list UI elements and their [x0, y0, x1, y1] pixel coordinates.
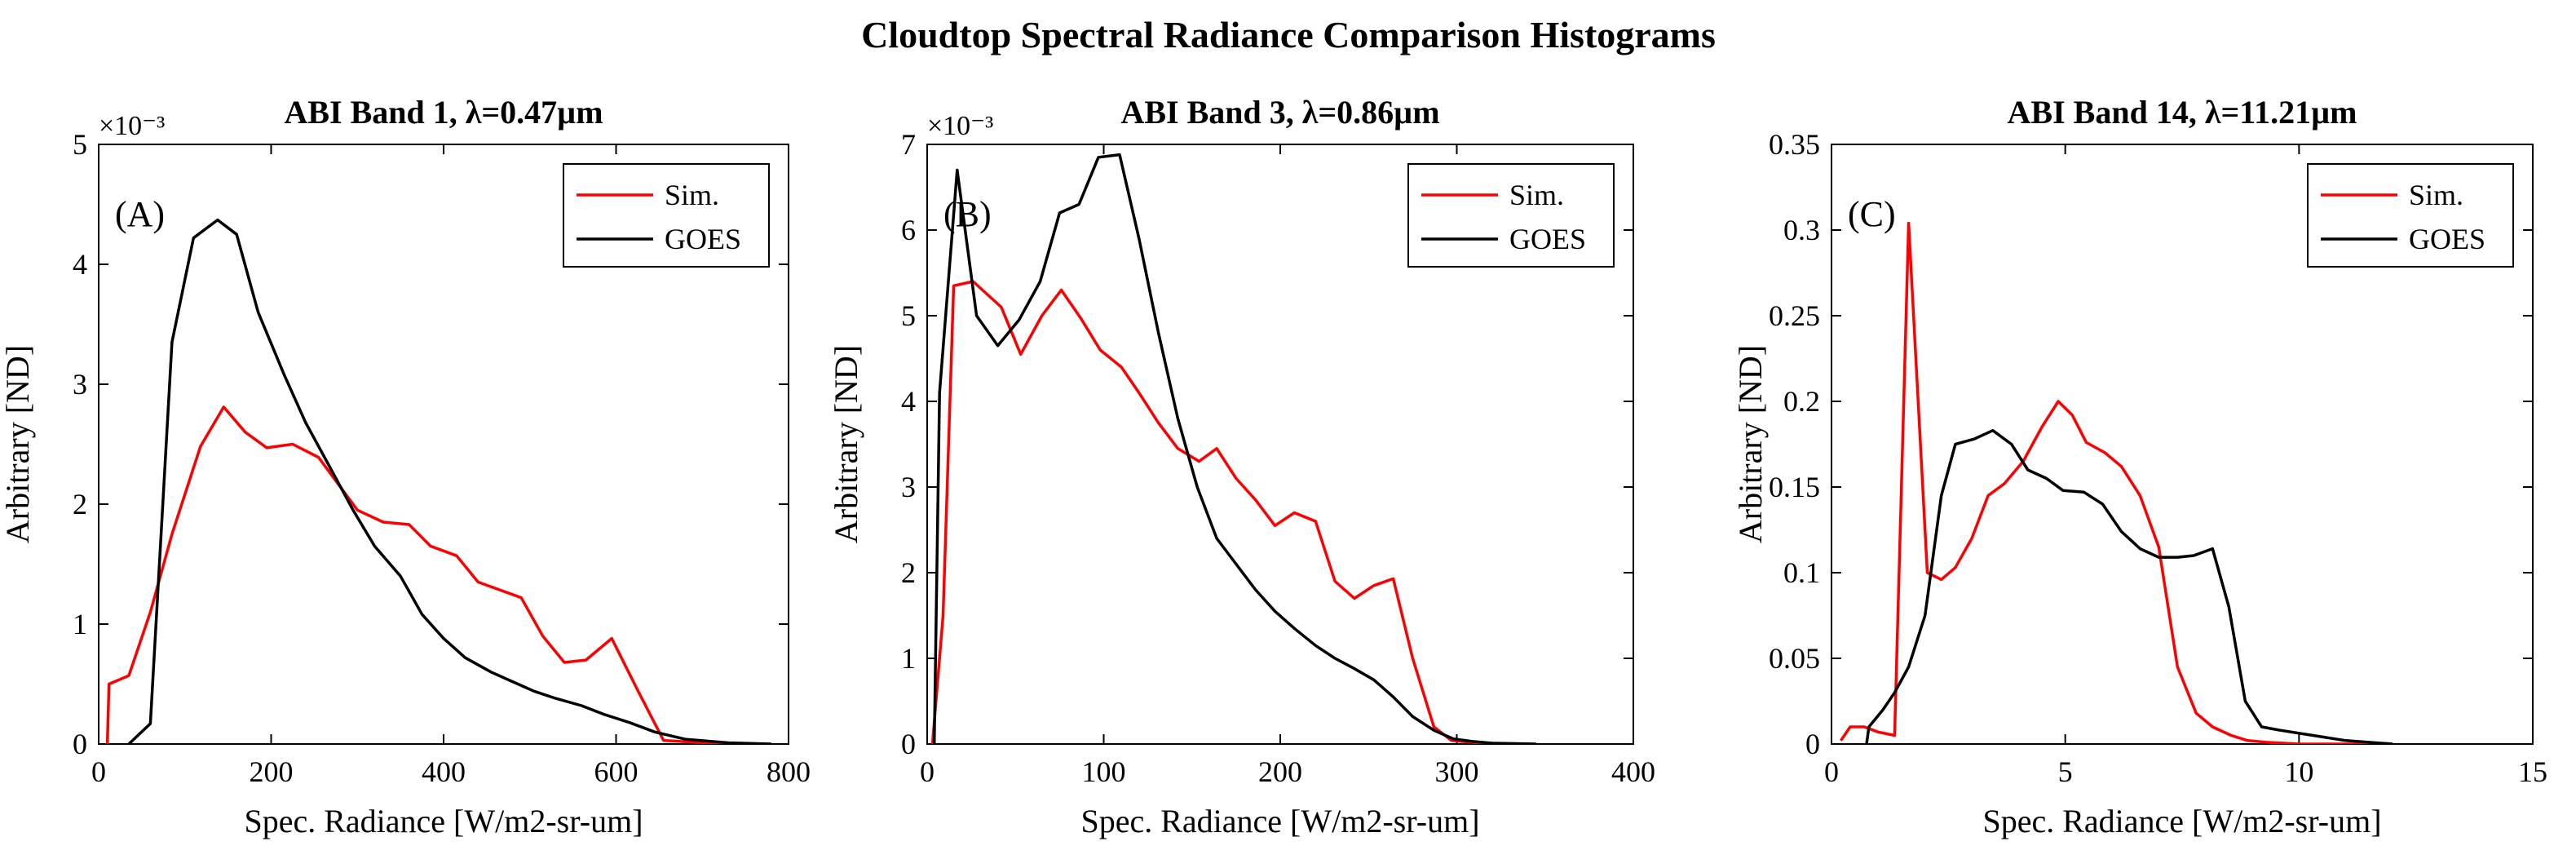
- panel-b-legend-label-sim: Sim.: [1509, 179, 1564, 211]
- panel-b-ytick-label: 4: [901, 385, 916, 418]
- panel-b-legend-box: [1407, 163, 1615, 268]
- panel-a-xtick-label: 600: [594, 755, 638, 788]
- panel-b-ytick-label: 0: [901, 728, 916, 760]
- panel-b: 0 100 200 300 400 0 1 2 3 4 5 6 7 ×10⁻³ ABI Band 3, λ=…: [828, 94, 1655, 839]
- panel-b-xtick-label: 0: [920, 755, 935, 788]
- panel-c-legend-label-goes: GOES: [2409, 223, 2485, 255]
- panel-a-y-exponent: ×10⁻³: [99, 111, 165, 141]
- panel-a-xtick-label: 800: [767, 755, 811, 788]
- panel-b-ytick-label: 7: [901, 128, 916, 161]
- panel-a-xtick-label: 400: [422, 755, 466, 788]
- panel-b-legend-label-goes: GOES: [1509, 223, 1586, 255]
- panel-b-ylabel: Arbitrary [ND]: [828, 345, 864, 543]
- panel-a-title: ABI Band 1, λ=0.47µm: [284, 94, 603, 131]
- panel-b-xtick-label: 300: [1435, 755, 1479, 788]
- panel-c-ytick-label: 0.05: [1769, 642, 1820, 675]
- panel-a-series-goes-line: [127, 218, 771, 744]
- panel-a-ytick-label: 0: [73, 728, 87, 760]
- panel-a: 0 200 400 600 800 0 1 2 3 4 5 ×10⁻³ ABI Band 1, λ=0.…: [0, 94, 811, 839]
- panel-c-xtick-label: 10: [2284, 755, 2313, 788]
- panel-a-panel-label: (A): [115, 194, 165, 234]
- panel-b-ytick-label: 1: [901, 642, 916, 675]
- panel-c-xlabel: Spec. Radiance [W/m2-sr-um]: [1982, 803, 2381, 839]
- panel-b-xtick-label: 100: [1082, 755, 1126, 788]
- panel-a-ytick-label: 5: [73, 128, 87, 161]
- panel-c: 0 5 10 15 0 0.05 0.1 0.15 0.2 0.25 0.3 0.35 ABI Band…: [1732, 94, 2547, 839]
- panel-b-xlabel: Spec. Radiance [W/m2-sr-um]: [1080, 803, 1479, 839]
- panel-a-legend-box: [563, 163, 770, 268]
- panel-a-ytick-label: 2: [73, 488, 87, 520]
- panel-b-xtick-label: 400: [1611, 755, 1655, 788]
- panel-c-series-sim-line: [1840, 221, 2370, 744]
- panel-c-legend-box: [2307, 163, 2514, 268]
- panel-c-ytick-label: 0.25: [1769, 299, 1820, 332]
- panel-c-xtick-label: 15: [2518, 755, 2547, 788]
- panel-c-axes-box: [1831, 144, 2534, 745]
- panel-c-ytick-label: 0.2: [1783, 385, 1820, 418]
- panel-c-legend-label-sim: Sim.: [2409, 179, 2463, 211]
- panel-c-ytick-label: 0.1: [1783, 556, 1820, 589]
- panel-a-legend-label-goes: GOES: [665, 223, 741, 255]
- panel-c-ylabel: Arbitrary [ND]: [1732, 345, 1769, 543]
- panel-c-ytick-label: 0.15: [1769, 471, 1820, 503]
- panel-c-ytick-label: 0.35: [1769, 128, 1820, 161]
- panel-b-series-goes-line: [932, 153, 1536, 744]
- panel-a-ytick-label: 1: [73, 608, 87, 640]
- panel-a-ylabel: Arbitrary [ND]: [0, 345, 36, 543]
- panel-c-ytick-label: 0: [1805, 728, 1820, 760]
- panel-b-title: ABI Band 3, λ=0.86µm: [1120, 94, 1439, 131]
- panel-a-legend-label-sim: Sim.: [665, 179, 719, 211]
- panel-a-legend: Sim. GOES: [563, 163, 770, 268]
- panel-c-xtick-label: 0: [1824, 755, 1839, 788]
- panel-c-legend: Sim. GOES: [2307, 163, 2514, 268]
- panel-a-xlabel: Spec. Radiance [W/m2-sr-um]: [244, 803, 643, 839]
- panel-a-series-sim-line: [105, 405, 754, 744]
- panel-a-ytick-label: 3: [73, 368, 87, 401]
- panel-a-ytick-label: 4: [73, 248, 87, 281]
- panel-b-panel-label: (B): [943, 194, 992, 234]
- panel-c-xtick-label: 5: [2058, 755, 2073, 788]
- panel-c-title: ABI Band 14, λ=11.21µm: [2008, 94, 2357, 131]
- panel-b-ytick-label: 3: [901, 471, 916, 503]
- panel-b-ytick-label: 5: [901, 299, 916, 332]
- panel-a-xtick-label: 0: [91, 755, 106, 788]
- panel-b-y-exponent: ×10⁻³: [927, 111, 993, 141]
- panel-a-xtick-label: 200: [250, 755, 294, 788]
- panel-c-ytick-label: 0.3: [1783, 214, 1820, 246]
- panel-c-series-goes-line: [1865, 428, 2393, 744]
- figure-title: Cloudtop Spectral Radiance Comparison Hi…: [861, 14, 1716, 55]
- panel-b-legend: Sim. GOES: [1407, 163, 1615, 268]
- panel-b-series-sim-line: [930, 280, 1528, 744]
- panel-c-panel-label: (C): [1848, 194, 1896, 234]
- panel-b-ytick-label: 2: [901, 556, 916, 589]
- panel-b-ytick-label: 6: [901, 214, 916, 246]
- panel-b-xtick-label: 200: [1258, 755, 1302, 788]
